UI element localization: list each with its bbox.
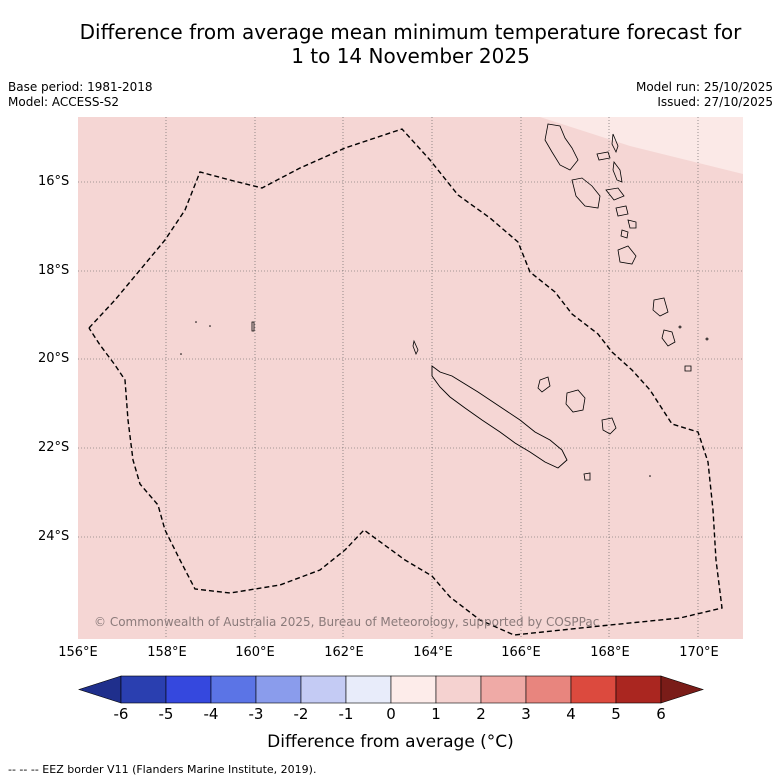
- colorbar-label: Difference from average (°C): [267, 732, 514, 752]
- colorbar-tick-label: 3: [521, 705, 531, 723]
- meta-right: Model run: 25/10/2025 Issued: 27/10/2025: [636, 80, 773, 110]
- eez-border: [88, 128, 723, 636]
- belep-islands: [412, 339, 419, 355]
- reef-dot-4: [649, 475, 651, 477]
- loyalty-island-mare: [601, 417, 617, 435]
- lon-label-162e: 162°E: [324, 645, 364, 660]
- colorbar-segment: [210, 675, 257, 704]
- loyalty-island-ouvea: [537, 376, 551, 393]
- colorbar-segment: [615, 675, 662, 704]
- colorbar-segment: [480, 675, 527, 704]
- light-anomaly-region: [540, 117, 743, 174]
- lat-label-24s: 24°S: [38, 529, 70, 544]
- colorbar-extend-high: [660, 675, 704, 704]
- colorbar-tick-label: 0: [386, 705, 396, 723]
- new-caledonia-island: [431, 365, 568, 469]
- colorbar-segment: [255, 675, 302, 704]
- colorbar-segment: [570, 675, 617, 704]
- colorbar-tick-label: -2: [293, 705, 309, 723]
- gridlines: [78, 117, 743, 639]
- base-period: Base period: 1981-2018: [8, 80, 153, 94]
- colorbar-segment: [120, 675, 167, 704]
- map-title: Difference from average mean minimum tem…: [40, 20, 781, 68]
- lon-label-170e: 170°E: [679, 645, 719, 660]
- model-run: Model run: 25/10/2025: [635, 80, 773, 94]
- lat-label-22s: 22°S: [38, 440, 70, 455]
- colorbar-tick-label: -5: [158, 705, 174, 723]
- lon-label-156e: 156°E: [58, 645, 98, 660]
- colorbar-segment: [390, 675, 437, 704]
- copyright-notice: © Commonwealth of Australia 2025, Bureau…: [94, 615, 599, 629]
- lat-label-18s: 18°S: [38, 263, 70, 278]
- colorbar-segment: [435, 675, 482, 704]
- colorbar-extend-low: [78, 675, 122, 704]
- lon-label-166e: 166°E: [501, 645, 541, 660]
- loyalty-island-lifou: [565, 389, 586, 413]
- colorbar-tick-label: -3: [248, 705, 264, 723]
- model-name: Model: ACCESS-S2: [8, 95, 120, 109]
- lon-label-158e: 158°E: [147, 645, 187, 660]
- meta-left: Base period: 1981-2018 Model: ACCESS-S2: [8, 80, 153, 110]
- colorbar-tick-label: 4: [566, 705, 576, 723]
- colorbar-tick-label: 5: [611, 705, 621, 723]
- colorbar-segment: [345, 675, 392, 704]
- colorbar-tick-label: 6: [656, 705, 666, 723]
- colorbar-segment: [165, 675, 212, 704]
- colorbar-segment: [525, 675, 572, 704]
- chesterfield-island: [251, 321, 255, 332]
- colorbar-tick-label: -6: [113, 705, 129, 723]
- reef-dot-2: [209, 325, 211, 327]
- title-line-1: Difference from average mean minimum tem…: [79, 20, 742, 44]
- eez-legend: -- -- -- EEZ border V11 (Flanders Marine…: [8, 763, 317, 776]
- reef-dot-3: [180, 353, 182, 355]
- isle-of-pines: [583, 472, 591, 481]
- map-area: [78, 117, 743, 639]
- lat-label-16s: 16°S: [38, 174, 70, 189]
- vanuatu-islands: [544, 123, 709, 372]
- colorbar-tick-label: -1: [338, 705, 354, 723]
- colorbar-segment: [300, 675, 347, 704]
- lon-label-168e: 168°E: [590, 645, 630, 660]
- title-line-2: 1 to 14 November 2025: [291, 44, 530, 68]
- lat-label-20s: 20°S: [38, 351, 70, 366]
- lon-label-164e: 164°E: [413, 645, 453, 660]
- colorbar-tick-label: 2: [476, 705, 486, 723]
- lon-label-160e: 160°E: [235, 645, 275, 660]
- colorbar-tick-label: 1: [431, 705, 441, 723]
- reef-dot-1: [195, 321, 197, 323]
- colorbar: [78, 675, 704, 704]
- issued-date: Issued: 27/10/2025: [657, 95, 773, 109]
- colorbar-tick-label: -4: [203, 705, 219, 723]
